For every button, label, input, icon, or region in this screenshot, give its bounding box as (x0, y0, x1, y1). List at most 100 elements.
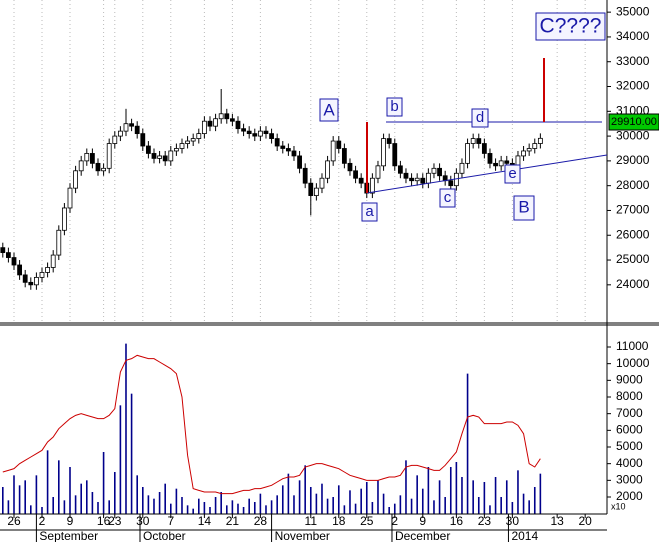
candle-body (140, 133, 146, 147)
candle-body (381, 138, 386, 167)
x-tick-label: 14 (198, 514, 212, 528)
y-tick-label: 9000 (616, 373, 643, 387)
x-tick-label: 7 (167, 514, 174, 528)
candle-body (493, 162, 498, 167)
x-tick-label: 13 (550, 514, 564, 528)
x-tick-label: 9 (419, 514, 426, 528)
candle-body (39, 272, 45, 278)
annotation: a (365, 203, 374, 220)
candle-body (465, 143, 470, 164)
candle-body (229, 118, 235, 122)
y-tick-label: 28000 (616, 178, 650, 192)
candle-body (470, 138, 476, 144)
candle-body (274, 138, 280, 147)
candle-body (392, 143, 398, 167)
x-tick-label: 26 (7, 514, 21, 528)
candle-body (11, 257, 17, 266)
candle-body (95, 162, 101, 172)
candle-body (117, 130, 123, 137)
candle-body (22, 274, 28, 283)
candle-body (347, 162, 353, 172)
x-tick-label: 23 (108, 514, 122, 528)
month-label: December (395, 529, 450, 542)
y-tick-label: 6000 (616, 423, 643, 437)
annotation: b (390, 98, 398, 115)
trend-line (366, 154, 608, 194)
candle-body (280, 145, 286, 149)
candle-body (263, 130, 269, 135)
y-tick-label: 33000 (616, 54, 650, 68)
x-tick-label: 16 (450, 514, 464, 528)
candle-body (257, 130, 263, 137)
y-tick-label: 26000 (616, 227, 650, 241)
candle-body (336, 140, 342, 149)
candle-body (409, 177, 414, 182)
y-tick-label: 11000 (616, 339, 649, 353)
candle-body (56, 229, 62, 256)
x-tick-label: 30 (506, 514, 520, 528)
x-tick-label: 28 (254, 514, 268, 528)
annotation: e (508, 165, 516, 182)
candle-body (179, 143, 185, 149)
candle-body (196, 133, 202, 139)
annotation: A (323, 100, 335, 119)
candle-body (375, 165, 381, 179)
last-price-label: 29910.00 (611, 116, 657, 128)
candle-body (84, 153, 90, 162)
candle-body (5, 252, 11, 258)
candle-body (526, 148, 532, 152)
candle-body (481, 143, 487, 154)
candle-body (476, 138, 482, 144)
label-box (504, 164, 521, 184)
x-tick-label: 11 (305, 514, 318, 528)
x-tick-label: 9 (67, 514, 74, 528)
candle-body (325, 160, 330, 179)
y-tick-label: 10000 (616, 356, 650, 370)
candle-body (369, 177, 375, 194)
candle-body (308, 182, 314, 196)
annotation: d (476, 109, 484, 126)
candle-body (45, 267, 50, 273)
candle-body (414, 177, 420, 182)
candle-body (190, 138, 196, 142)
y-tick-label: 34000 (616, 29, 650, 43)
candle-body (145, 145, 151, 154)
y-tick-label: 4000 (616, 456, 643, 470)
x-tick-label: 23 (478, 514, 492, 528)
candle-body (123, 123, 129, 132)
x-tick-label: 20 (578, 514, 592, 528)
candle-body (201, 120, 207, 135)
candle-body (319, 177, 325, 189)
candle-body (213, 118, 218, 127)
candle-body (302, 167, 308, 184)
label-box (386, 97, 403, 117)
candle-body (173, 148, 179, 152)
candle-body (207, 120, 213, 127)
x-tick-label: 30 (136, 514, 150, 528)
last-price-box (608, 113, 659, 131)
candle-body (358, 177, 364, 184)
y-tick-label: 5000 (616, 439, 643, 453)
y-tick-label: 8000 (616, 389, 643, 403)
candle-body (0, 247, 6, 253)
y-tick-label: 7000 (616, 406, 643, 420)
candle-body (269, 133, 274, 139)
candle-body (61, 207, 67, 231)
y-tick-label: 25000 (616, 252, 650, 266)
label-box (439, 188, 456, 208)
x-tick-label: 2 (39, 514, 46, 528)
y-tick-label: 27000 (616, 203, 650, 217)
candle-body (224, 113, 230, 120)
candle-body (252, 133, 258, 137)
candle-body (112, 135, 118, 144)
candle-body (33, 276, 39, 286)
candle-body (420, 177, 426, 184)
candle-body (162, 155, 168, 162)
label-box (319, 98, 339, 122)
month-label: September (39, 529, 98, 542)
month-label: 2014 (511, 529, 538, 542)
candle-body (437, 167, 442, 177)
x-tick-label: 21 (226, 514, 240, 528)
x-tick-label: 25 (360, 514, 374, 528)
candle-body (353, 170, 358, 179)
